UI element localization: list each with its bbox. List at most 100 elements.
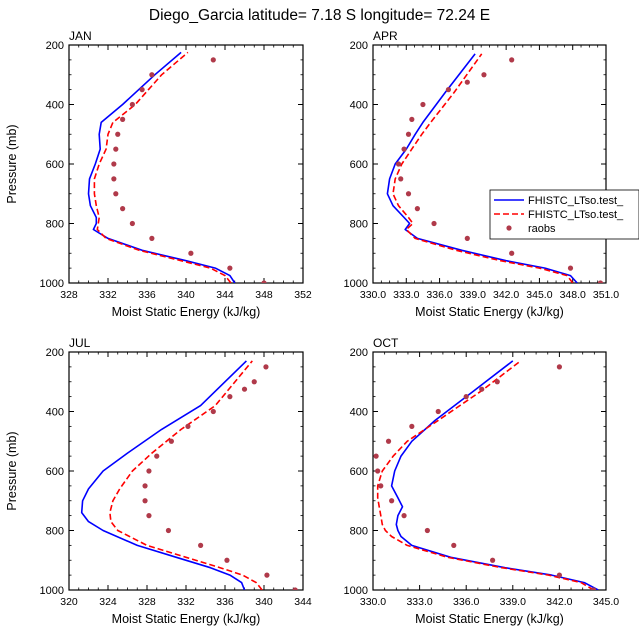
raobs-point [165, 527, 172, 534]
x-axis-label: Moist Static Energy (kJ/kg) [415, 612, 564, 626]
raobs-point [451, 542, 457, 548]
x-tick-label: 339.0 [460, 289, 486, 301]
legend-label: raobs [528, 223, 556, 235]
raobs-point [146, 513, 152, 519]
raobs-point [431, 220, 437, 227]
y-tick-label: 600 [46, 159, 64, 171]
x-tick-label: 336 [216, 596, 234, 608]
x-axis-label: Moist Static Energy (kJ/kg) [415, 305, 564, 319]
raobs-point [129, 101, 135, 108]
y-tick-label: 400 [350, 100, 368, 112]
x-axis-label: Moist Static Energy (kJ/kg) [112, 612, 261, 626]
raobs-point [490, 557, 496, 563]
panel-title: JUL [69, 336, 91, 350]
raobs-point [405, 131, 412, 137]
x-tick-label: 333.0 [393, 289, 419, 301]
panel-jan: JAN 328 332 336 340 344 348 352 200 400 600 800 1000… [5, 29, 312, 319]
raobs-point [120, 116, 126, 122]
raobs-point [129, 220, 135, 227]
series-group [386, 53, 604, 283]
raobs-point [424, 527, 430, 534]
raobs-point [375, 468, 381, 474]
raobs-point [463, 394, 469, 400]
raobs-point [142, 483, 148, 489]
y-tick-label: 1000 [344, 278, 368, 290]
panel-oct: OCT 330.0 333.0 336.0 339.0 342.0 345.0 200 400 6… [344, 336, 620, 626]
x-tick-label: 332 [177, 596, 195, 608]
y-tick-label: 1000 [344, 585, 368, 597]
legend: FHISTC_LTso.test_ FHISTC_LTso.test_raobs [489, 189, 639, 240]
legend-marker [506, 225, 512, 231]
series-group [373, 360, 599, 590]
y-tick-label: 200 [46, 347, 64, 359]
x-tick-label: 352 [294, 289, 312, 301]
legend-label: FHISTC_LTso.test_ [528, 209, 624, 221]
raobs-point [227, 394, 233, 400]
model-line-dashed [109, 360, 263, 590]
raobs-point [395, 161, 402, 167]
y-tick-label: 400 [46, 100, 64, 112]
raobs-point [590, 587, 597, 590]
y-tick-label: 600 [350, 466, 368, 478]
raobs-point [445, 87, 452, 93]
raobs-point [292, 587, 298, 590]
raobs-point [113, 146, 119, 152]
y-tick-label: 1000 [40, 585, 64, 597]
raobs-point [188, 250, 194, 256]
raobs-point [111, 161, 117, 167]
x-tick-label: 351.0 [593, 289, 619, 301]
x-tick-label: 328 [138, 596, 156, 608]
raobs-point [401, 146, 407, 152]
raobs-point [264, 572, 270, 578]
raobs-point [385, 438, 392, 444]
raobs-point [464, 235, 470, 241]
panel-title: APR [373, 29, 398, 43]
x-tick-label: 320 [60, 596, 78, 608]
raobs-point [398, 176, 404, 182]
raobs-point [409, 423, 415, 429]
x-tick-label: 348 [255, 289, 273, 301]
y-tick-label: 800 [350, 219, 368, 231]
x-axis-label: Moist Static Energy (kJ/kg) [112, 305, 261, 319]
x-tick-label: 336 [138, 289, 156, 301]
figure-title: Diego_Garcia latitude= 7.18 S longitude=… [149, 7, 490, 24]
y-tick-label: 800 [46, 526, 64, 538]
y-tick-label: 1000 [40, 278, 64, 290]
y-tick-label: 400 [46, 407, 64, 419]
x-tick-label: 328 [60, 289, 78, 301]
x-tick-label: 344 [216, 289, 234, 301]
x-tick-label: 339.0 [500, 596, 526, 608]
raobs-point [113, 191, 119, 197]
raobs-point [464, 79, 470, 85]
raobs-point [251, 379, 257, 385]
x-tick-label: 340 [255, 596, 273, 608]
panel-apr: APR 330.0 333.0 336.0 339.0 342.0 345.0 348.0 35… [344, 29, 639, 319]
raobs-point [111, 176, 117, 182]
raobs-point [149, 235, 155, 241]
x-tick-label: 342.0 [546, 596, 572, 608]
raobs-point [509, 57, 515, 63]
raobs-point [263, 364, 269, 370]
model-line-solid [80, 360, 247, 590]
x-tick-label: 348.0 [560, 289, 586, 301]
raobs-point [378, 483, 384, 489]
raobs-point [556, 572, 563, 578]
model-line-solid [87, 51, 236, 283]
raobs-point [420, 101, 426, 108]
model-line-dashed [93, 51, 232, 283]
legend-label: FHISTC_LTso.test_ [528, 195, 624, 207]
panel-title: JAN [69, 29, 92, 43]
series-group [80, 360, 298, 590]
raobs-point [120, 206, 126, 212]
y-tick-label: 800 [46, 219, 64, 231]
model-line-dashed [392, 53, 574, 283]
y-tick-label: 200 [46, 40, 64, 52]
raobs-point [210, 57, 216, 63]
panel-jul: JUL 320 324 328 332 336 340 344 200 400 600 800 1000… [5, 336, 312, 626]
raobs-point [373, 453, 379, 459]
x-tick-label: 332 [99, 289, 117, 301]
raobs-point [405, 191, 412, 197]
raobs-point [241, 386, 248, 392]
x-tick-label: 345.0 [526, 289, 552, 301]
